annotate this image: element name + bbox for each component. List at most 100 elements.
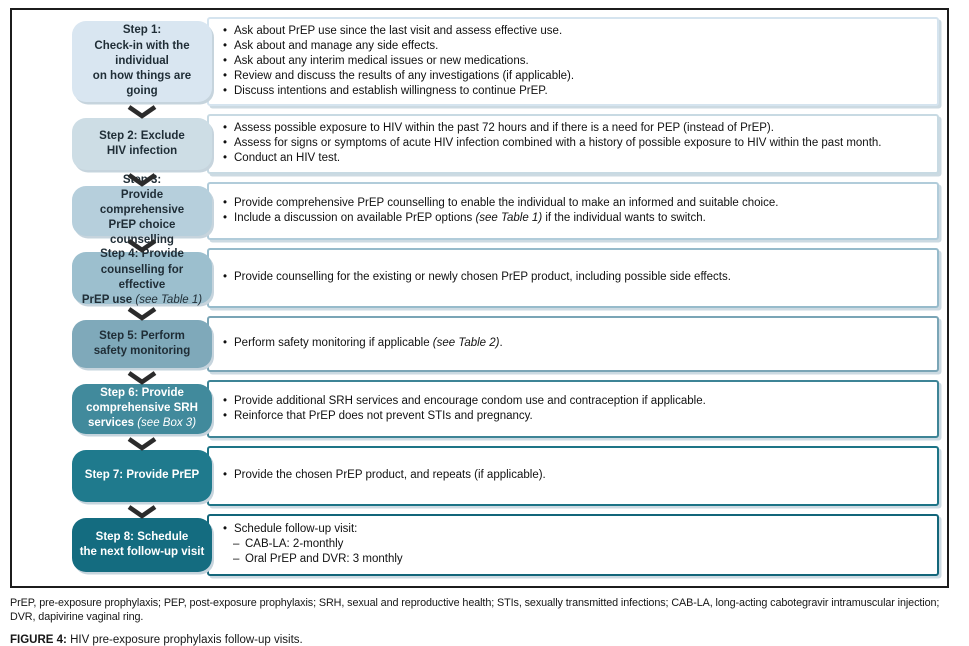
bullet-text: Discuss intentions and establish willing… — [234, 84, 548, 99]
step-title-line: Step 8: Schedule — [96, 530, 189, 545]
chevron-down-icon — [126, 172, 158, 187]
bullet-text: Conduct an HIV test. — [234, 151, 340, 166]
text-segment: Assess for signs or symptoms of acute HI… — [234, 137, 882, 150]
bullet-marker: • — [223, 271, 228, 284]
step-title-line: HIV infection — [107, 144, 177, 159]
text-segment: . — [499, 337, 503, 350]
text-segment: Reinforce that PrEP does not prevent STI… — [234, 409, 533, 422]
bullet-text: Provide comprehensive PrEP counselling t… — [234, 196, 778, 211]
step-title-line: safety monitoring — [94, 344, 190, 359]
bullet-text: Schedule follow-up visit: — [234, 522, 357, 537]
text-segment: (see Table 2) — [432, 337, 500, 350]
bullet-text: Ask about PrEP use since the last visit … — [234, 24, 562, 39]
step-2-row: • Assess possible exposure to HIV within … — [20, 113, 939, 187]
step-title-line: PrEP use (see Table 1) — [82, 293, 202, 308]
bullet-marker: • — [223, 152, 228, 165]
step-6-row: • Provide additional SRH services and enc… — [20, 379, 939, 451]
text-segment: services — [87, 417, 138, 430]
step-title-line: Check-in with the individual — [78, 39, 206, 69]
flowchart-frame: • Ask about PrEP use since the last visit… — [10, 8, 949, 588]
text-segment: Step 2: Exclude — [99, 129, 185, 142]
step-4-box: Step 4: Provide counselling for effective… — [72, 248, 212, 306]
step-1-box: Step 1: Check-in with the individual on ho… — [72, 21, 212, 102]
step-3-panel: • Provide comprehensive PrEP counselling … — [207, 181, 939, 240]
chevron-down-icon — [126, 504, 158, 519]
text-segment: (see Table 1) — [475, 211, 543, 224]
step-3-row: • Provide comprehensive PrEP counselling … — [20, 174, 939, 253]
step-7-box: Step 7: Provide PrEP — [72, 449, 212, 502]
step-title-line: the next follow-up visit — [80, 545, 205, 560]
bullet-item: • Assess possible exposure to HIV within … — [223, 121, 927, 136]
bullet-marker: • — [223, 54, 228, 67]
chevron-down-icon — [126, 238, 158, 253]
bullet-marker: • — [223, 137, 228, 150]
step-3-bullet-list: • Provide comprehensive PrEP counselling … — [223, 196, 927, 226]
bullet-item: • Ask about PrEP use since the last visit… — [223, 24, 927, 39]
bullet-marker: • — [223, 25, 228, 37]
bullet-text: Perform safety monitoring if applicable … — [234, 336, 503, 351]
bullet-marker: • — [223, 409, 228, 422]
bullet-marker: • — [223, 394, 228, 407]
bullet-text: Provide the chosen PrEP product, and rep… — [234, 468, 546, 483]
step-6-bullet-list: • Provide additional SRH services and enc… — [223, 394, 927, 424]
text-segment: Assess possible exposure to HIV within t… — [234, 122, 774, 135]
step-6-panel: • Provide additional SRH services and enc… — [207, 379, 939, 438]
bullet-item: – CAB-LA: 2-monthly — [223, 537, 927, 552]
figure-caption: FIGURE 4: HIV pre-exposure prophylaxis f… — [10, 634, 949, 646]
step-5-panel: • Perform safety monitoring if applicable… — [207, 315, 939, 372]
bullet-text: Assess for signs or symptoms of acute HI… — [234, 136, 882, 151]
bullet-text: Oral PrEP and DVR: 3 monthly — [245, 552, 403, 567]
step-title-line: Step 1: — [123, 23, 161, 38]
step-5-bullet-list: • Perform safety monitoring if applicable… — [223, 336, 927, 351]
bullet-text: Include a discussion on available PrEP o… — [234, 211, 706, 226]
step-8-bullet-list: • Schedule follow-up visit: – CAB-LA: 2-mon… — [223, 522, 927, 567]
bullet-item: • Ask about and manage any side effects. — [223, 39, 927, 54]
chevron-down-icon — [126, 104, 158, 119]
bullet-text: Review and discuss the results of any in… — [234, 69, 574, 84]
bullet-marker: • — [223, 523, 228, 536]
text-segment: Provide counselling for the existing or … — [234, 271, 731, 284]
text-segment: PrEP choice counselling — [108, 219, 176, 247]
bullet-item: • Schedule follow-up visit: — [223, 522, 927, 537]
step-2-box: Step 2: Exclude HIV infection — [72, 117, 212, 170]
step-2-bullet-list: • Assess possible exposure to HIV within … — [223, 121, 927, 166]
text-segment: Step 7: Provide PrEP — [84, 469, 200, 482]
bullet-text: Provide counselling for the existing or … — [234, 270, 731, 285]
step-1-row: • Ask about PrEP use since the last visit… — [20, 17, 939, 119]
text-segment: Provide additional SRH services and enco… — [234, 394, 706, 407]
bullet-marker: • — [223, 69, 228, 82]
figure-caption-label: FIGURE 4: — [10, 633, 67, 646]
bullet-item: – Oral PrEP and DVR: 3 monthly — [223, 552, 927, 567]
step-title-line: comprehensive SRH — [86, 401, 198, 416]
dash-marker: – — [233, 553, 240, 566]
step-4-bullet-list: • Provide counselling for the existing or… — [223, 270, 927, 285]
text-segment: Check-in with the individual — [94, 39, 190, 67]
step-title-line: on how things are going — [78, 69, 206, 99]
abbreviations-text: PrEP, pre-exposure prophylaxis; PEP, pos… — [10, 596, 940, 624]
bullet-text: Ask about any interim medical issues or … — [234, 54, 529, 69]
step-title-line: services (see Box 3) — [88, 416, 196, 431]
text-segment: Step 1: — [122, 24, 162, 37]
text-segment: Perform safety monitoring if applicable — [234, 337, 433, 350]
bullet-item: • Reinforce that PrEP does not prevent ST… — [223, 409, 927, 424]
text-segment: comprehensive SRH — [86, 402, 198, 415]
bullet-item: • Provide counselling for the existing or… — [223, 270, 927, 285]
step-6-box: Step 6: Provide comprehensive SRH services… — [72, 383, 212, 434]
bullet-item: • Ask about any interim medical issues or… — [223, 54, 927, 69]
bullet-item: • Assess for signs or symptoms of acute H… — [223, 136, 927, 151]
bullet-marker: • — [223, 469, 228, 482]
step-title-line: counselling for effective — [78, 263, 206, 293]
bullet-item: • Provide additional SRH services and enc… — [223, 394, 927, 409]
bullet-text: CAB-LA: 2-monthly — [245, 537, 343, 552]
bullet-item: • Review and discuss the results of any i… — [223, 69, 927, 84]
text-segment: the next follow-up visit — [79, 545, 205, 558]
step-title-line: Step 2: Exclude — [99, 129, 185, 144]
step-7-row: • Provide the chosen PrEP product, and re… — [20, 445, 939, 519]
flowchart: • Ask about PrEP use since the last visit… — [20, 17, 939, 576]
text-segment: Ask about PrEP use since the last visit … — [234, 25, 563, 37]
step-title-line: Step 4: Provide — [100, 247, 184, 262]
text-segment: if the individual wants to switch. — [542, 211, 706, 224]
step-title-line: Step 5: Perform — [99, 329, 185, 344]
step-8-box: Step 8: Schedule the next follow-up visit — [72, 517, 212, 572]
step-7-panel: • Provide the chosen PrEP product, and re… — [207, 445, 939, 506]
